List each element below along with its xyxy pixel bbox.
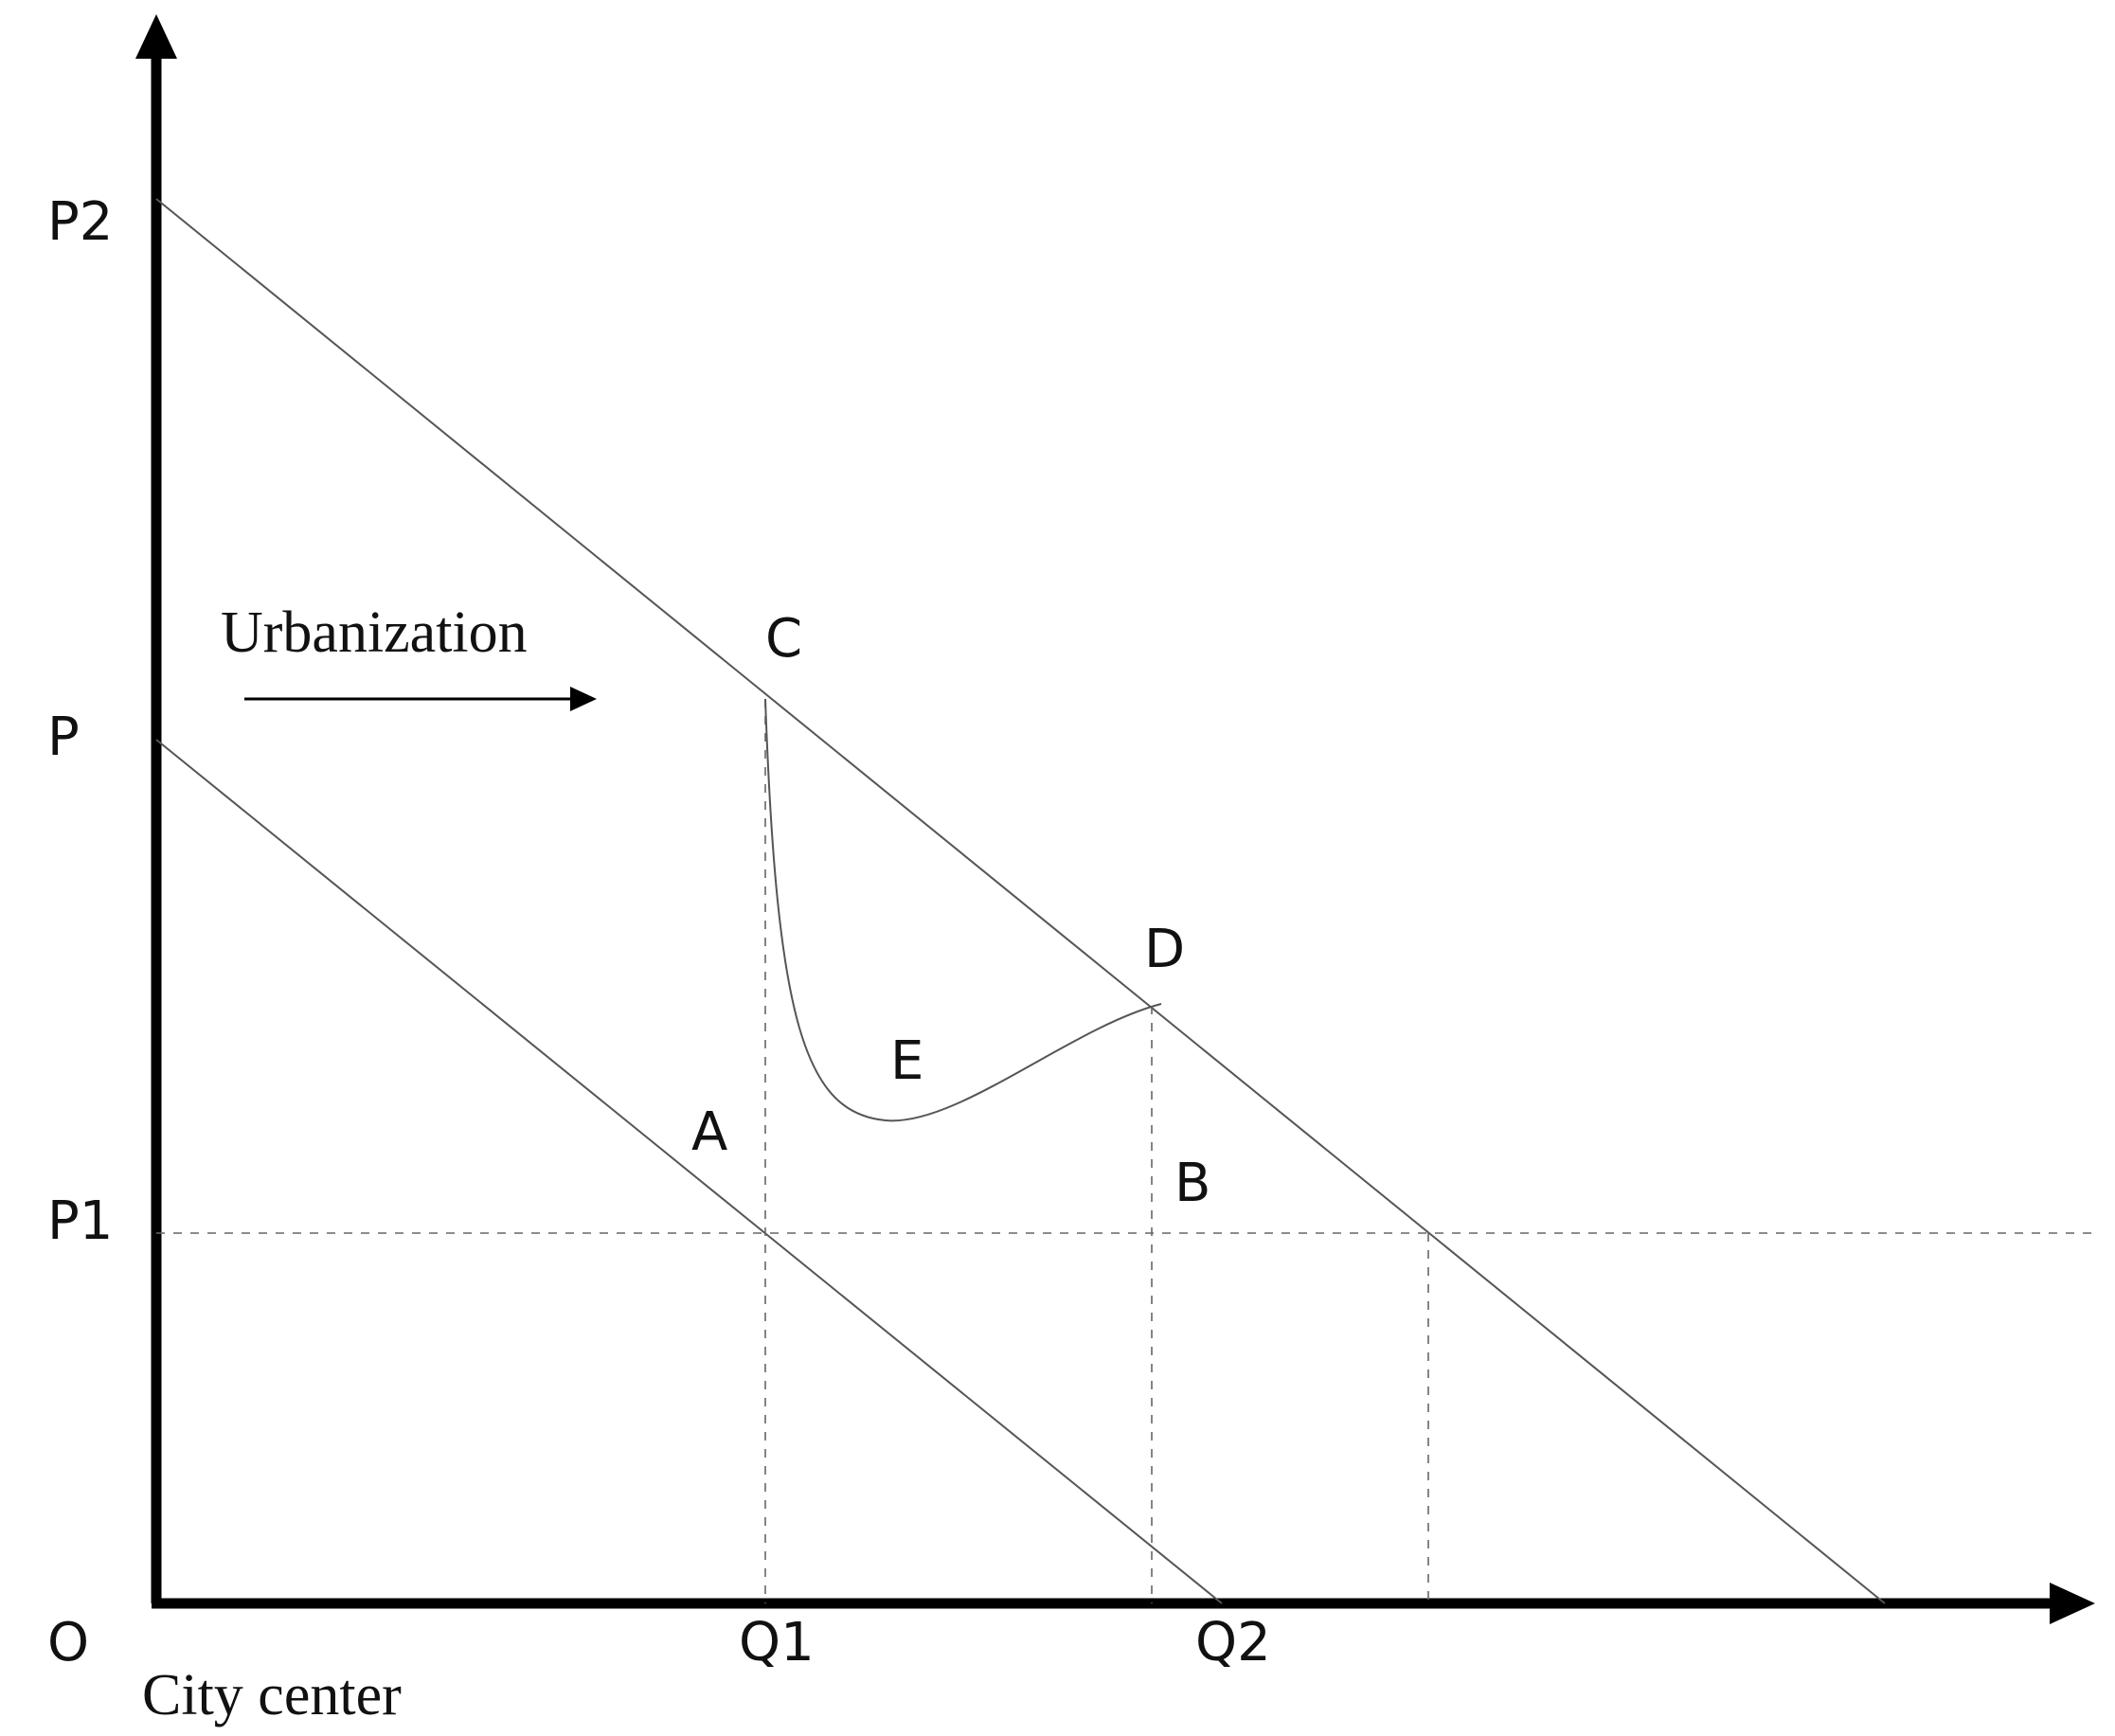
q1-label: Q1 (739, 1612, 815, 1673)
p2-label: P2 (47, 191, 113, 253)
x-axis-arrowhead (2050, 1583, 2095, 1624)
origin-label: O (47, 1612, 89, 1673)
city-center-label: City center (142, 1663, 402, 1727)
point-d-label: D (1144, 919, 1185, 980)
point-a-label: A (691, 1101, 727, 1163)
point-e-label: E (890, 1030, 923, 1092)
q2-label: Q2 (1195, 1612, 1271, 1673)
lower-rent-line (155, 739, 1223, 1604)
cde-curve (764, 698, 1162, 1122)
y-axis-arrowhead (135, 14, 177, 59)
p-label: P (47, 707, 80, 768)
upper-rent-line (155, 198, 1886, 1604)
urbanization-arrowhead (570, 687, 597, 711)
point-c-label: C (765, 608, 802, 670)
urbanization-label: Urbanization (221, 600, 528, 665)
point-b-label: B (1174, 1153, 1210, 1214)
p1-label: P1 (47, 1190, 113, 1252)
